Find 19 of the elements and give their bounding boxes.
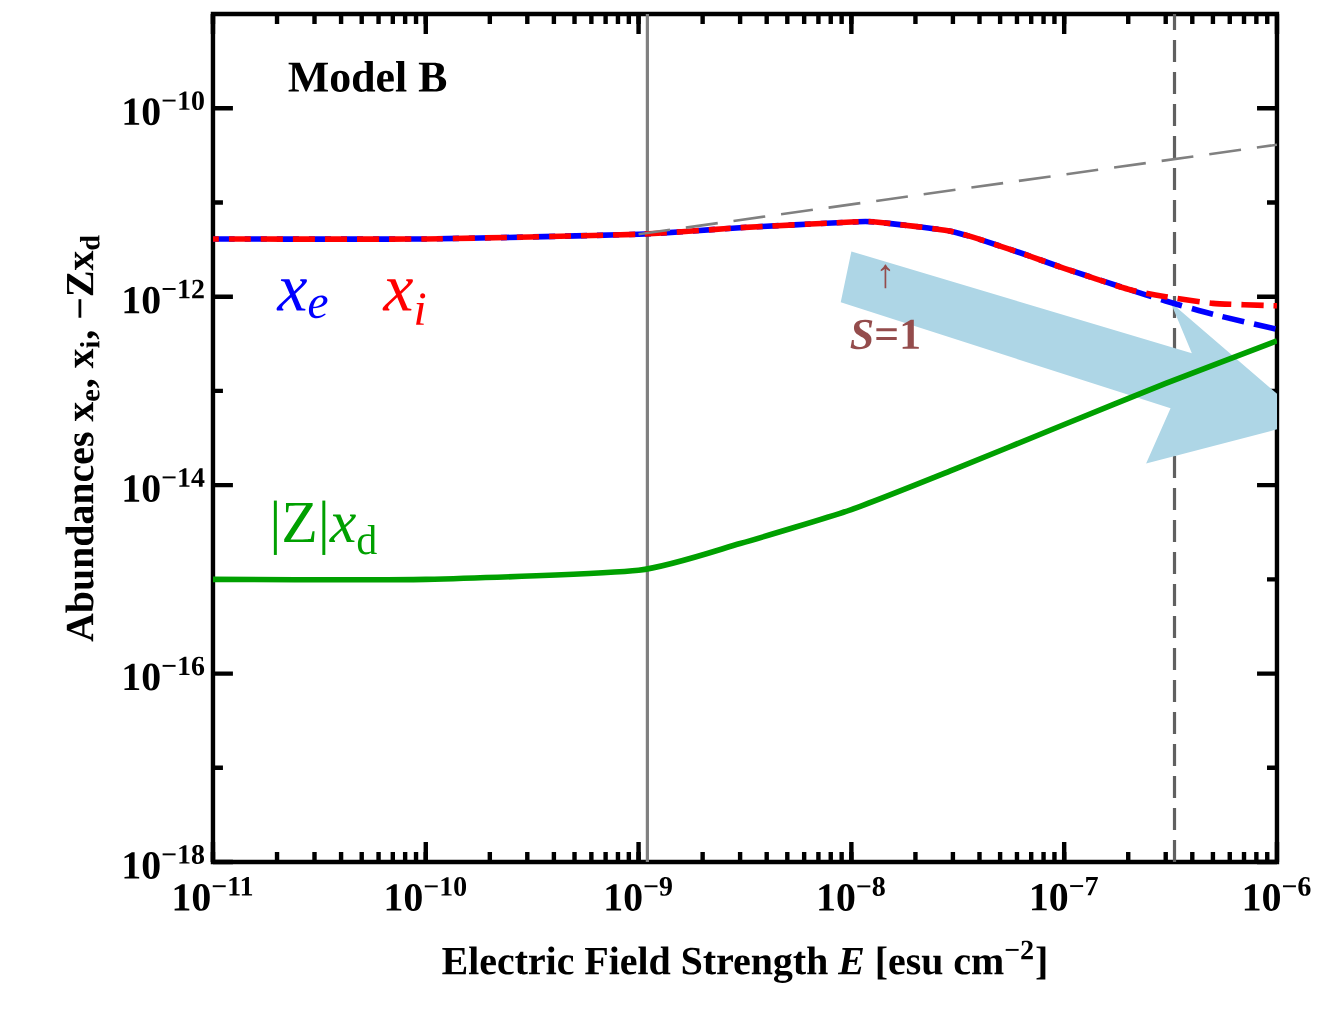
y-axis-title: Abundances x$_{e}$, x$_{i}$, −Zx$_{d}$ <box>65 235 100 642</box>
y-tick-label: 10$^{−16}$ <box>124 656 205 691</box>
x-tick-label: 10$^{−8}$ <box>819 877 885 911</box>
annotation: ↑ <box>880 264 891 289</box>
y-tick-label: 10$^{−14}$ <box>124 468 205 503</box>
y-tick-label: 10$^{−12}$ <box>124 279 204 314</box>
x-tick-label: 10$^{−6}$ <box>1244 877 1311 911</box>
annotation: Model B <box>288 61 447 92</box>
series-label: x$_{i}$ <box>382 279 426 325</box>
y-tick-label: 10$^{−10}$ <box>124 91 204 126</box>
x-tick-label: 10$^{−10}$ <box>386 877 467 911</box>
series-label: |Z|x$_{d}$ <box>273 500 377 555</box>
x-tick-label: 10$^{−9}$ <box>606 877 672 911</box>
x-tick-label: 10$^{−11}$ <box>174 877 253 911</box>
series-label: x$_{e}$ <box>276 279 328 319</box>
x-tick-label: 10$^{−7}$ <box>1032 877 1098 911</box>
annotation: S=1 <box>850 319 919 350</box>
y-tick-label: 10$^{−18}$ <box>124 845 205 879</box>
x-axis-title: Electric Field Strength E [esu cm$^{−2}$] <box>442 940 1046 983</box>
